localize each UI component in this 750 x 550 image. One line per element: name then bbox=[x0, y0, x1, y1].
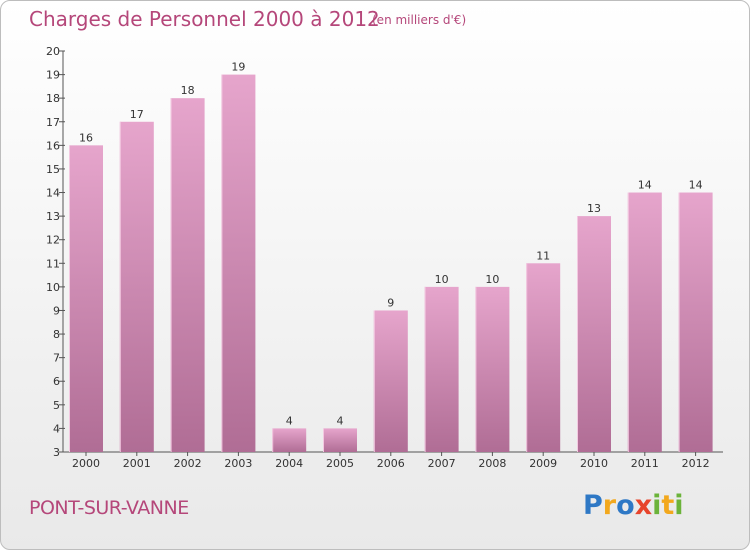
x-tick-label: 2000 bbox=[72, 457, 100, 470]
bar bbox=[323, 428, 357, 452]
x-tick-label: 2006 bbox=[377, 457, 405, 470]
bar bbox=[69, 145, 103, 452]
logo-letter: i bbox=[674, 490, 684, 521]
bar-value-label: 13 bbox=[587, 202, 601, 215]
logo-letter: r bbox=[602, 490, 617, 521]
chart-labels: 16 2000 17 2001 18 2002 19 2003 4 2004 4 2005 9 2006 1… bbox=[72, 61, 710, 470]
y-tick-label: 16 bbox=[46, 139, 60, 152]
bar bbox=[272, 428, 307, 452]
y-tick-label: 4 bbox=[53, 422, 60, 435]
commune-name: PONT-SUR-VANNE bbox=[29, 497, 189, 519]
x-tick-label: 2005 bbox=[326, 457, 354, 470]
y-tick-label: 9 bbox=[53, 304, 60, 317]
x-tick-label: 2002 bbox=[174, 457, 202, 470]
logo-letter: i bbox=[652, 490, 662, 521]
bar bbox=[170, 98, 205, 453]
bar bbox=[221, 74, 256, 453]
bar-value-label: 14 bbox=[638, 179, 652, 192]
logo-letter: t bbox=[661, 490, 675, 521]
bar bbox=[526, 263, 561, 452]
x-tick-label: 2012 bbox=[682, 457, 710, 470]
y-tick-label: 5 bbox=[53, 399, 60, 412]
x-tick-label: 2009 bbox=[529, 457, 557, 470]
bar bbox=[627, 192, 662, 452]
bar bbox=[475, 286, 510, 452]
chart-title: Charges de Personnel 2000 à 2012 bbox=[29, 7, 380, 31]
bar-value-label: 4 bbox=[286, 414, 293, 427]
y-tick-label: 7 bbox=[53, 352, 60, 365]
bar bbox=[373, 310, 408, 452]
y-tick-label: 15 bbox=[46, 163, 60, 176]
bar bbox=[678, 192, 713, 452]
bar-value-label: 9 bbox=[387, 296, 394, 309]
x-tick-label: 2007 bbox=[428, 457, 456, 470]
y-tick-label: 14 bbox=[46, 187, 60, 200]
y-tick-label: 3 bbox=[53, 446, 60, 459]
y-tick-label: 13 bbox=[46, 210, 60, 223]
y-tick-label: 20 bbox=[46, 45, 60, 58]
bar-value-label: 14 bbox=[689, 179, 703, 192]
bar-value-label: 10 bbox=[485, 273, 499, 286]
x-tick-label: 2001 bbox=[123, 457, 151, 470]
y-tick-label: 12 bbox=[46, 234, 60, 247]
bar-value-label: 19 bbox=[231, 61, 245, 74]
logo-letter: o bbox=[616, 490, 635, 521]
bar-value-label: 10 bbox=[435, 273, 449, 286]
y-tick-label: 18 bbox=[46, 92, 60, 105]
bar bbox=[119, 121, 154, 452]
chart-bars bbox=[69, 74, 713, 453]
y-tick-label: 8 bbox=[53, 328, 60, 341]
x-tick-label: 2003 bbox=[224, 457, 252, 470]
chart-subtitle: (en milliers d'€) bbox=[372, 13, 467, 27]
x-tick-label: 2008 bbox=[478, 457, 506, 470]
bar-value-label: 17 bbox=[130, 108, 144, 121]
bar bbox=[577, 216, 611, 452]
bar-value-label: 11 bbox=[536, 249, 550, 262]
logo-letter: x bbox=[634, 490, 653, 521]
bar-value-label: 16 bbox=[79, 131, 93, 144]
logo-letter: P bbox=[583, 490, 603, 521]
bar bbox=[424, 286, 459, 452]
y-tick-label: 19 bbox=[46, 69, 60, 82]
proxiti-logo: Proxiti bbox=[583, 490, 684, 521]
y-tick-label: 11 bbox=[46, 257, 60, 270]
y-tick-label: 17 bbox=[46, 116, 60, 129]
x-tick-label: 2011 bbox=[631, 457, 659, 470]
x-tick-label: 2004 bbox=[275, 457, 303, 470]
bar-value-label: 4 bbox=[337, 414, 344, 427]
bar-value-label: 18 bbox=[181, 84, 195, 97]
y-tick-label: 6 bbox=[53, 375, 60, 388]
x-tick-label: 2010 bbox=[580, 457, 608, 470]
y-tick-label: 10 bbox=[46, 281, 60, 294]
